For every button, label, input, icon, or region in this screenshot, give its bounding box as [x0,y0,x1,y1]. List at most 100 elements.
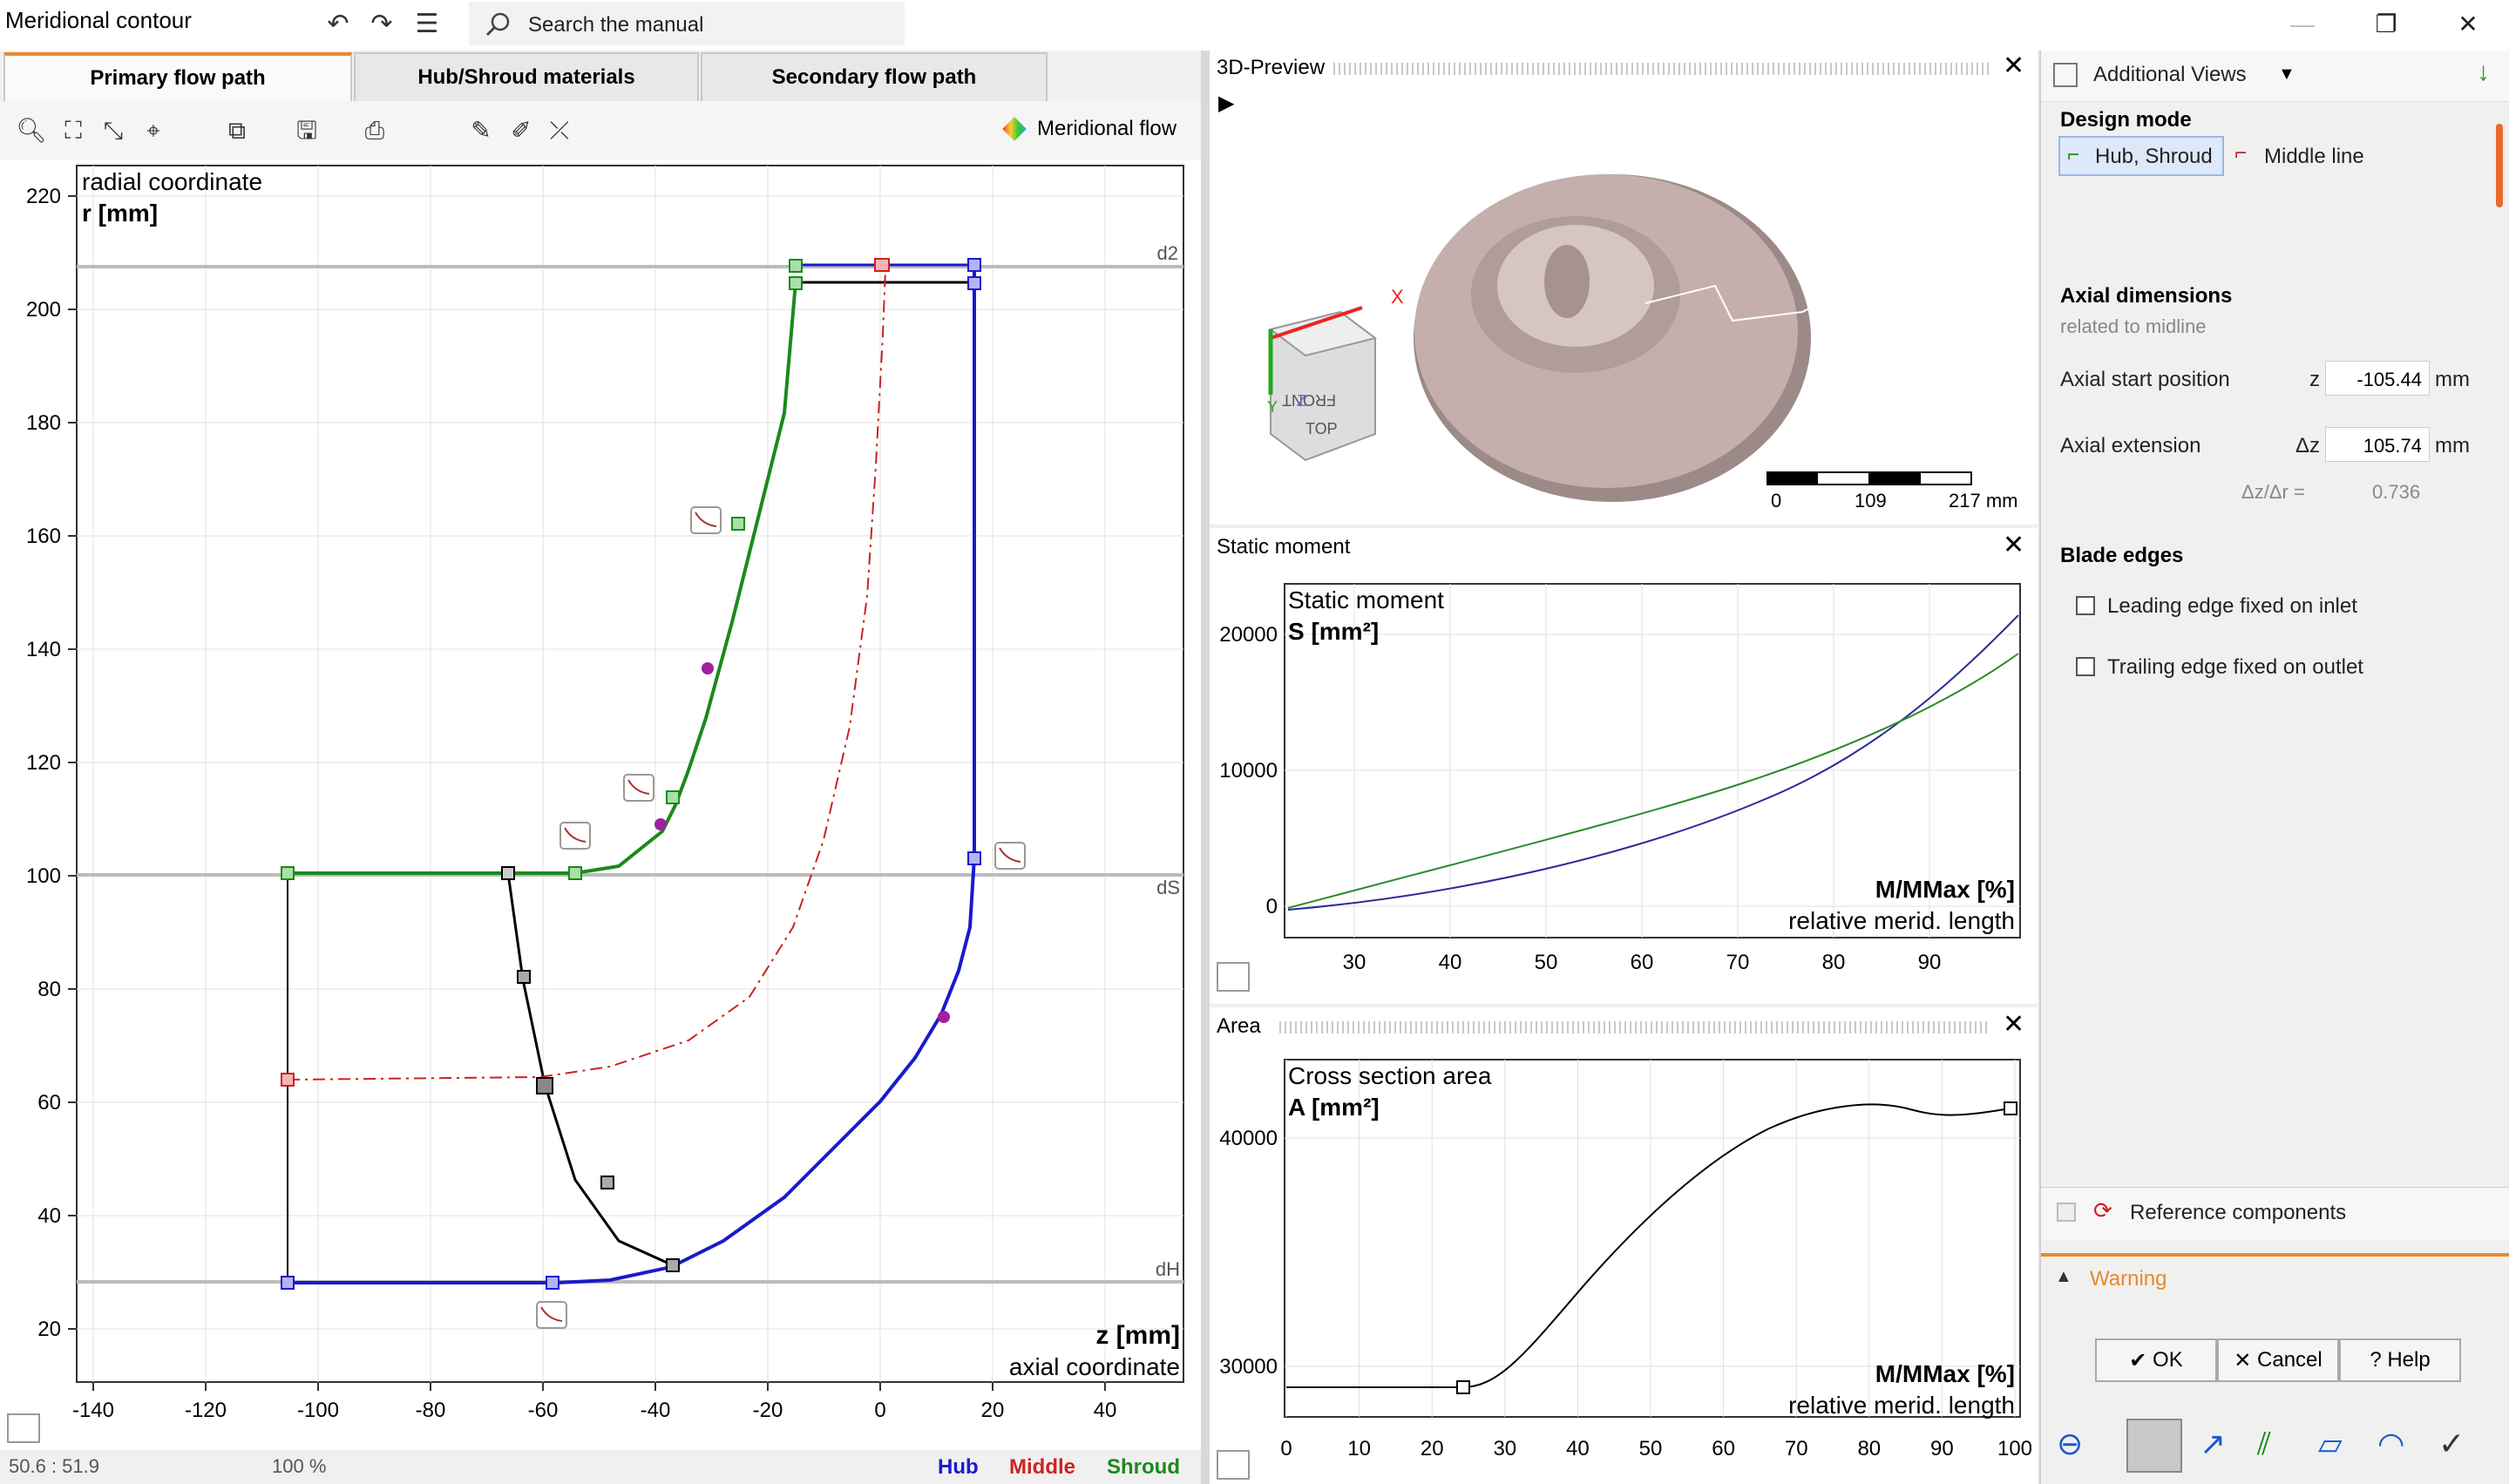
ref-label-dh: dH [1156,1258,1180,1280]
help-button[interactable]: ? Help [2339,1338,2461,1382]
menu-icon[interactable]: ☰ [415,10,439,38]
reference-components-label[interactable]: Reference components [2130,1201,2347,1224]
warning-label[interactable]: Warning [2090,1267,2167,1291]
axis-y-label: Y [1267,398,1278,416]
lines-icon[interactable]: ⫽ [2257,1426,2272,1461]
leading-edge-checkbox[interactable] [2076,596,2095,615]
blade-icon[interactable]: ◠ [2377,1426,2405,1461]
axis-x-label: X [1391,286,1404,308]
grid [77,166,1183,1382]
additional-views-header [2041,51,2509,102]
static-moment-close-icon[interactable]: ✕ [2003,531,2025,559]
area-grip[interactable] [1279,1021,1989,1033]
trailing-edge-checkbox[interactable] [2076,657,2095,676]
search-box[interactable]: Search the manual [469,2,905,45]
additional-views-pane: Additional Views ▼ ↓ Design mode ⌐ Hub, … [2039,51,2509,1484]
sm-y-tick: 10000 [1219,759,1278,783]
edge-point [536,1077,553,1094]
area-close-icon[interactable]: ✕ [2003,1010,2025,1039]
minimize-button[interactable]: — [2290,10,2315,37]
restore-button[interactable]: ❐ [2375,10,2397,37]
design-mode-title: Design mode [2060,108,2192,132]
check-icon: ✔ [2129,1348,2153,1372]
preview-title: 3D-Preview [1217,56,1326,79]
sm-settings-icon[interactable] [1217,962,1250,992]
hub-point [967,851,981,865]
area-series [1286,1103,2011,1388]
parallelogram-icon[interactable]: ▱ [2318,1426,2343,1461]
meridian-mode-icon[interactable]: ⊖ [2057,1426,2084,1461]
window-title: Meridional contour [5,7,192,33]
reset-curve-icon[interactable]: ⤫ [549,117,570,144]
preview-close-icon[interactable]: ✕ [2003,51,2025,80]
shroud-point [789,259,803,273]
undo-icon[interactable]: ↶ [327,10,349,38]
axial-start-input[interactable]: -105.44 [2325,361,2430,396]
vertical-splitter[interactable] [1201,51,1210,1484]
middle-line-icon: ⌐ [2234,141,2248,165]
middle-curve [287,268,886,1081]
blade-edges-title: Blade edges [2060,544,2184,567]
close-button[interactable]: ✕ [2458,10,2478,37]
cube-front-label: FRONT [1282,391,1336,409]
sm-x-tick: 60 [1631,951,1654,974]
area-settings-icon[interactable] [1217,1450,1250,1480]
design-mode-middle-line[interactable]: Middle line [2264,145,2364,168]
hub-point [967,276,981,290]
area-panel: Area ✕ 0 10 20 30 40 50 60 70 80 90 100 40000 30000 … [1210,1007,2038,1484]
x-tick-label: -20 [753,1399,783,1422]
design-mode-hub-shroud-label: Hub, Shroud [2095,145,2213,168]
plot-settings-icon[interactable] [7,1413,40,1443]
redo-icon[interactable]: ↷ [370,10,393,38]
zoom-icon[interactable]: 🔍︎ [16,117,47,144]
design-mode-hub-shroud[interactable] [2058,136,2224,176]
shroud-point [731,517,745,531]
tab-secondary-flow-path[interactable]: Secondary flow path [701,52,1048,101]
copy-icon[interactable]: ⧉ [228,117,246,144]
edit-curve-alt-icon[interactable]: ✐ [511,117,532,144]
legend-middle: Middle [1009,1455,1075,1479]
check-view-icon[interactable]: ✓ [2438,1426,2465,1461]
print-icon[interactable]: ⎙ [364,117,385,144]
axial-extension-input[interactable]: 105.74 [2325,427,2430,462]
area-x-tick: 10 [1347,1437,1371,1460]
reference-icon: ⟳ [2093,1197,2112,1223]
cube-top-label: TOP [1305,420,1338,437]
pin-down-icon[interactable]: ↓ [2477,58,2490,86]
play-icon[interactable]: ▶ [1218,91,1235,115]
x-tick-label: 0 [874,1399,885,1422]
preview-grip[interactable] [1333,63,1989,75]
active-view-icon[interactable] [2126,1419,2182,1473]
edit-curve-icon[interactable]: ✎ [471,117,492,144]
preview-panel: 3D-Preview ✕ ▶ FRONT TOP X Y Z 0 109 217… [1210,51,2038,525]
resize-icon[interactable]: ⤡ [103,117,124,144]
area-chart[interactable]: 0 10 20 30 40 50 60 70 80 90 100 40000 30000 Cross s… [1210,1007,2038,1484]
vector-icon[interactable]: ↗ [2200,1426,2227,1461]
dropdown-arrow-icon[interactable]: ▼ [2278,64,2295,84]
search-placeholder: Search the manual [528,13,704,37]
tab-primary-flow-path[interactable]: Primary flow path [3,52,352,101]
shroud-curve [288,281,797,875]
sm-x-tick: 80 [1822,951,1846,974]
middle-point [281,1073,295,1087]
reference-checkbox[interactable] [2057,1203,2076,1222]
ok-button[interactable]: ✔ OK [2095,1338,2217,1382]
crosshair-icon[interactable]: ⌖ [146,117,160,144]
cancel-button[interactable]: ✕ Cancel [2217,1338,2339,1382]
area-title-2: A [mm²] [1288,1094,1380,1121]
scrollbar-thumb[interactable] [2496,124,2503,207]
save-icon[interactable]: 🖫 [296,117,317,144]
sm-y-tick: 0 [1266,895,1278,918]
fit-view-icon[interactable]: ⛶ [64,117,82,144]
ref-label-ds: dS [1156,877,1180,898]
x-tick-label: 40 [1094,1399,1117,1422]
preview-scene[interactable]: FRONT TOP X Y Z 0 109 217 mm [1210,51,2038,525]
static-moment-panel: Static moment ✕ 30 40 50 60 70 80 90 20000 10000… [1210,528,2038,1004]
meridional-plot[interactable]: d2 dS dH -140 -120 -100 -80 -60 -40 -20 0 20 40 2… [0,160,1201,1450]
area-x-tick: 30 [1493,1437,1516,1460]
collapse-icon[interactable]: ▲ [2055,1267,2072,1286]
meridional-flow-label[interactable]: Meridional flow [1037,117,1177,140]
tab-hub-shroud-materials[interactable]: Hub/Shroud materials [354,52,699,101]
plot-toolbar [0,101,1201,160]
